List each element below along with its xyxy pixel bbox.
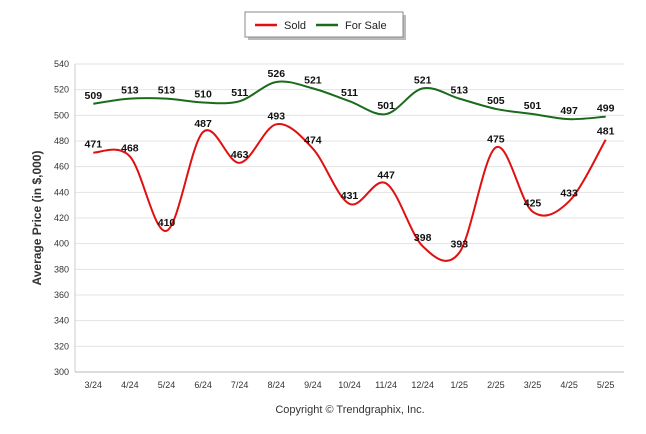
data-label-sold: 487 [194,118,212,130]
series-line-for-sale [93,80,606,121]
y-tick-label: 300 [54,367,69,377]
data-label-sold: 474 [304,135,322,147]
data-label-for-sale: 513 [158,85,176,97]
y-tick-label: 420 [54,213,69,223]
y-tick-label: 540 [54,59,69,69]
x-tick-label: 5/25 [597,380,615,390]
data-label-sold: 398 [414,232,432,244]
data-label-sold: 431 [341,190,359,202]
y-tick-label: 440 [54,187,69,197]
series-lines [93,80,607,262]
grid-lines [74,63,624,373]
legend-label-for-sale: For Sale [345,20,387,32]
data-label-for-sale: 526 [268,68,286,80]
data-label-for-sale: 497 [560,105,578,117]
data-label-for-sale: 511 [231,87,248,99]
x-tick-label: 10/24 [338,380,361,390]
legend-label-sold: Sold [284,20,306,32]
data-label-for-sale: 521 [414,74,432,86]
data-label-for-sale: 501 [524,100,542,112]
data-labels: 471 468 410 487 463 493 474 431 447 398 393 475 425 4… [85,68,615,251]
data-label-sold: 493 [268,110,286,122]
data-label-sold: 481 [597,126,615,138]
data-label-sold: 471 [85,139,103,151]
data-label-for-sale: 513 [451,85,469,97]
y-tick-label: 520 [54,85,69,95]
x-tick-label: 12/24 [411,380,434,390]
y-axis-label: Average Price (in $,000) [30,151,44,286]
x-tick-label: 4/24 [121,380,139,390]
data-label-sold: 475 [487,133,505,145]
x-tick-label: 5/24 [158,380,176,390]
data-label-for-sale: 505 [487,95,505,107]
x-tick-label: 3/24 [85,380,103,390]
y-tick-label: 360 [54,290,69,300]
data-label-for-sale: 511 [341,87,358,99]
x-tick-label: 9/24 [304,380,322,390]
data-label-for-sale: 510 [194,89,212,101]
data-label-for-sale: 509 [85,90,103,102]
y-axis-ticks: 300 320 340 360 380 400 420 440 460 480 500 520 540 [54,59,69,377]
data-label-sold: 463 [231,149,249,161]
data-label-sold: 410 [158,217,176,229]
legend: Sold For Sale [244,11,406,40]
data-label-sold: 425 [524,198,542,210]
data-label-for-sale: 521 [304,74,322,86]
x-tick-label: 11/24 [375,380,397,390]
y-tick-label: 500 [54,110,69,120]
x-tick-label: 6/24 [194,380,212,390]
data-label-sold: 393 [451,239,469,251]
x-axis-ticks: 3/24 4/24 5/24 6/24 7/24 8/24 9/24 10/24 11/24 12… [85,380,615,390]
x-tick-label: 2/25 [487,380,505,390]
data-label-for-sale: 513 [121,85,139,97]
y-tick-label: 460 [54,162,69,172]
y-tick-label: 400 [54,239,69,249]
data-label-for-sale: 499 [597,103,615,115]
y-tick-label: 340 [54,316,69,326]
series-line-sold [93,123,607,262]
x-tick-label: 7/24 [231,380,249,390]
y-tick-label: 380 [54,264,69,274]
data-label-sold: 433 [560,187,578,199]
y-tick-label: 320 [54,341,69,351]
x-tick-label: 4/25 [560,380,578,390]
y-tick-label: 480 [54,136,69,146]
data-label-sold: 447 [377,169,395,181]
data-label-for-sale: 501 [377,100,395,112]
x-tick-label: 1/25 [451,380,469,390]
data-label-sold: 468 [121,142,139,154]
copyright-text: Copyright © Trendgraphix, Inc. [275,404,424,416]
x-tick-label: 8/24 [268,380,286,390]
x-tick-label: 3/25 [524,380,542,390]
